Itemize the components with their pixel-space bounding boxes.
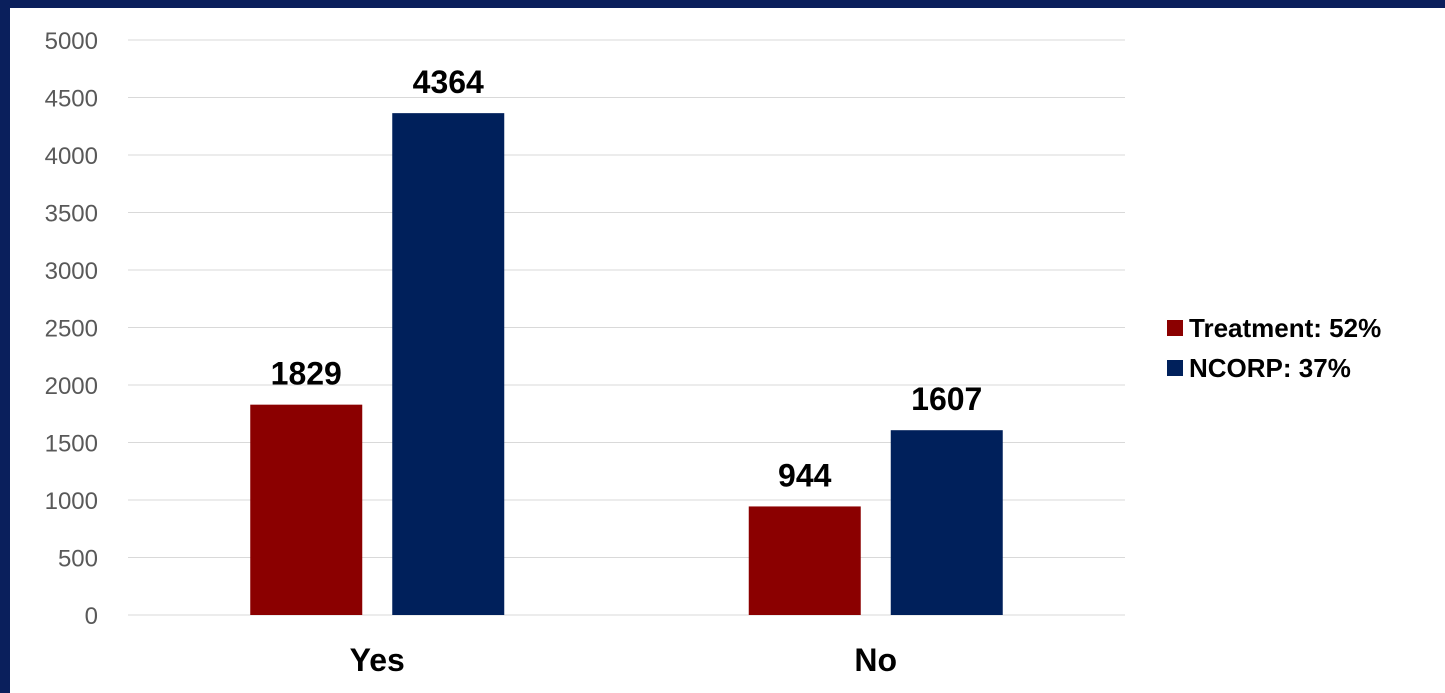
x-axis: Yes No [350,642,897,678]
x-category-label: No [854,642,897,678]
data-label: 1829 [271,356,342,392]
data-labels: 1829 4364 944 1607 [271,64,983,493]
bar-no-0 [748,506,861,615]
x-category-label: Yes [350,642,405,678]
y-tick-label: 2500 [45,316,98,343]
data-label: 4364 [413,64,484,100]
bars [250,113,1003,615]
y-tick-label: 4000 [45,143,98,170]
legend: Treatment: 52% NCORP: 37% [1167,308,1381,388]
y-axis: 0 500 1000 1500 2000 2500 3000 3500 4000 4500 5000 [45,28,98,630]
bar-chart: 0 500 1000 1500 2000 2500 3000 3500 4000 4500 5000… [45,28,1125,678]
y-tick-label: 1500 [45,431,98,458]
legend-swatch-treatment [1167,320,1183,336]
y-tick-label: 3000 [45,258,98,285]
bar-no-1 [890,430,1003,615]
legend-item-treatment: Treatment: 52% [1167,308,1381,348]
legend-label-treatment: Treatment: 52% [1189,312,1382,343]
bar-yes-0 [250,404,363,615]
legend-label-ncorp: NCORP: 37% [1189,352,1351,383]
y-tick-label: 5000 [45,28,98,55]
data-label: 944 [778,457,832,493]
y-tick-label: 0 [85,603,98,630]
y-tick-label: 3500 [45,201,98,228]
legend-swatch-ncorp [1167,360,1183,376]
chart-frame: 0 500 1000 1500 2000 2500 3000 3500 4000 4500 5000… [10,8,1445,693]
legend-item-ncorp: NCORP: 37% [1167,348,1381,388]
y-tick-label: 1000 [45,488,98,515]
data-label: 1607 [911,381,982,417]
y-tick-label: 500 [58,546,98,573]
y-tick-label: 4500 [45,86,98,113]
bar-yes-1 [392,113,505,615]
y-tick-label: 2000 [45,373,98,400]
